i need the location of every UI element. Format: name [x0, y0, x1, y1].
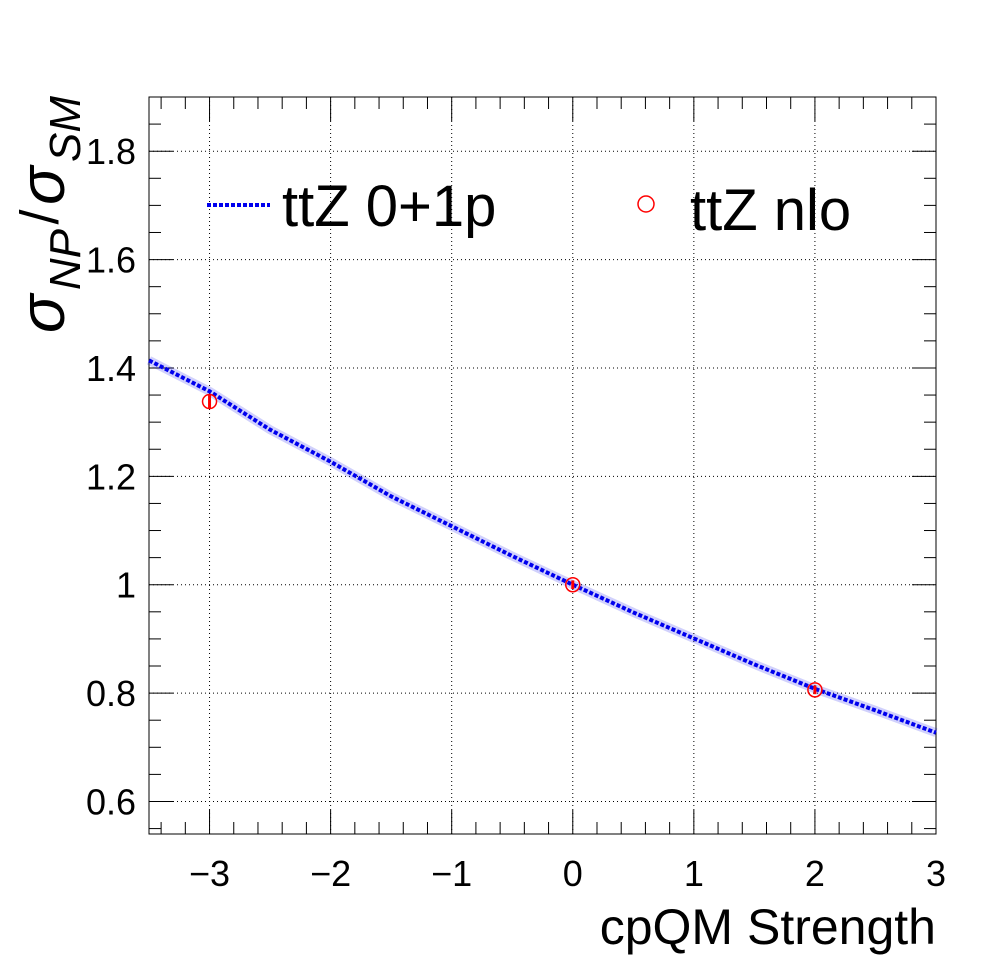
y-tick-label: 1.6: [86, 240, 136, 281]
legend-label-ttz-01p: ttZ 0+1p: [282, 174, 496, 239]
y-axis-title-slash: /: [10, 210, 70, 225]
x-axis-title: cpQM Strength: [600, 899, 936, 955]
ttz-nlo-point: [201, 393, 218, 410]
legend-label-ttz-nlo: ttZ nlo: [690, 178, 851, 243]
x-tick-label: 1: [684, 853, 704, 894]
ttz-01p-band: [146, 356, 938, 737]
y-tick-label: 0.8: [86, 673, 136, 714]
y-tick-label: 0.6: [86, 781, 136, 822]
x-tick-label: −2: [310, 853, 351, 894]
series-layer: [146, 356, 938, 737]
y-axis-title-sm: SM: [41, 96, 90, 162]
legend-marker-swatch: [637, 195, 655, 213]
ttz-01p-curve: [148, 358, 937, 735]
axis-ticks: [149, 96, 937, 834]
plot-frame: [148, 96, 937, 835]
y-tick-label: 1.4: [86, 348, 136, 389]
x-tick-label: 3: [926, 853, 946, 894]
y-tick-label: 1: [116, 565, 136, 606]
tick-labels: −3 −2 −1 0 1 2 3 0.6 0.8 1 1.2 1.4 1.6 1.8: [86, 131, 946, 894]
ttz-nlo-point: [807, 682, 823, 698]
y-tick-label: 1.2: [86, 456, 136, 497]
x-tick-label: 2: [805, 853, 825, 894]
x-tick-label: 0: [563, 853, 583, 894]
ttz-nlo-point: [565, 576, 581, 593]
x-tick-label: −1: [431, 853, 472, 894]
x-tick-label: −3: [189, 853, 230, 894]
y-axis-title-np: NP: [41, 228, 90, 290]
y-axis-title-sigma: σ: [6, 292, 78, 333]
legend: ttZ 0+1p ttZ nlo: [207, 174, 851, 243]
y-axis-title-sigma-den: σ: [6, 164, 78, 205]
y-axis-title: σ NP / σ SM: [6, 96, 90, 333]
y-tick-label: 1.8: [86, 131, 136, 172]
